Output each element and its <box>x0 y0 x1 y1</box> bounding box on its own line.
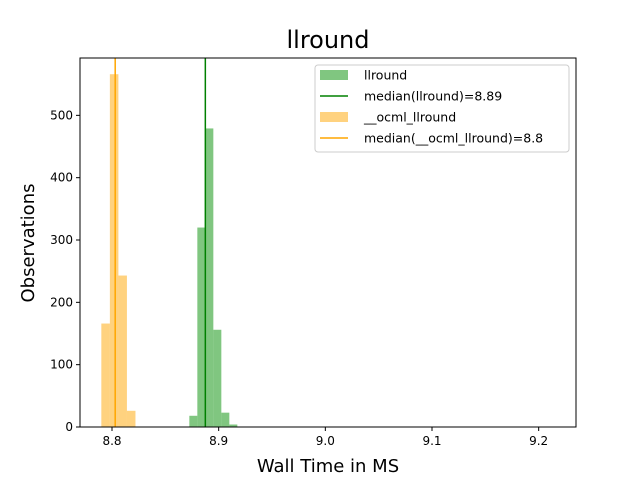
legend-label-2: __ocml_llround <box>363 110 456 125</box>
legend-swatch-2 <box>320 112 348 122</box>
legend-label-0: llround <box>364 68 407 83</box>
y-tick-label-4: 400 <box>50 171 73 185</box>
bar-series-0-bin-1 <box>197 227 206 427</box>
x-tick-label-2: 9.0 <box>316 434 335 448</box>
legend-label-1: median(llround)=8.89 <box>364 89 502 104</box>
x-tick-label-3: 9.1 <box>422 434 441 448</box>
x-axis-label: Wall Time in MS <box>257 456 399 477</box>
histogram-bars <box>101 74 238 427</box>
bar-series-1-bin-3 <box>126 410 136 427</box>
chart-title: llround <box>286 26 369 54</box>
y-tick-label-3: 300 <box>50 233 73 247</box>
y-tick-label-2: 200 <box>50 295 73 309</box>
x-tick-label-0: 8.8 <box>102 434 121 448</box>
y-tick-label-0: 0 <box>65 420 73 434</box>
x-tick-label-1: 8.9 <box>209 434 228 448</box>
legend-box <box>314 64 570 153</box>
bar-series-1-bin-2 <box>118 275 127 427</box>
x-axis-ticks: 8.8 8.9 9.0 9.1 9.2 <box>102 427 548 448</box>
median-lines <box>114 58 207 427</box>
y-tick-label-5: 500 <box>50 108 73 122</box>
bar-series-0-bin-4 <box>221 412 230 427</box>
y-axis-label: Observations <box>18 184 39 303</box>
bar-series-1-bin-0 <box>101 323 110 427</box>
bar-series-0-bin-2 <box>205 128 214 427</box>
bar-series-0-bin-3 <box>213 329 222 427</box>
bar-series-0-bin-0 <box>189 415 198 427</box>
bar-series-0-bin-5 <box>229 424 238 427</box>
legend-label-3: median(__ocml_llround)=8.8 <box>364 131 543 146</box>
y-tick-label-1: 100 <box>50 358 73 372</box>
plot-frame <box>79 57 577 428</box>
legend-swatch-0 <box>320 70 348 80</box>
y-axis-ticks: 0 100 200 300 400 500 <box>50 108 80 434</box>
x-tick-label-4: 9.2 <box>529 434 548 448</box>
bar-series-1-bin-1 <box>109 74 119 427</box>
legend: llround median(llround)=8.89 __ocml_llroun… <box>314 64 570 153</box>
